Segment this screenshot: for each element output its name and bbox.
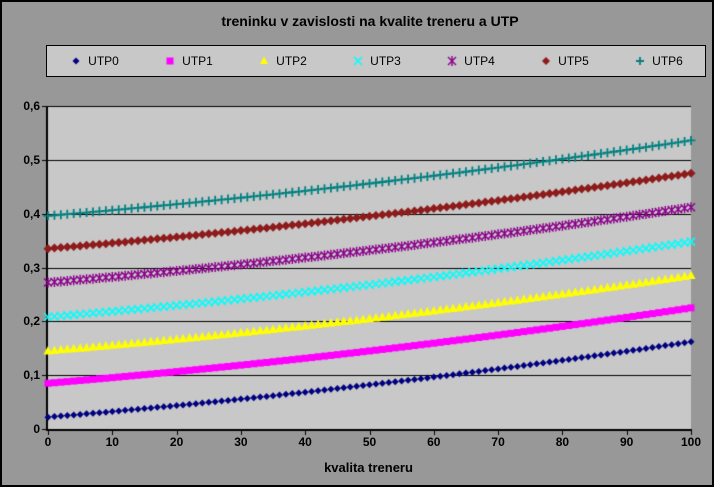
chart-title: treninku v zavislosti na kvalite treneru… (221, 13, 519, 29)
legend-label: UTP5 (558, 54, 589, 68)
x-tick-label: 80 (555, 435, 570, 449)
x-tick-label: 40 (298, 435, 312, 449)
legend-label: UTP0 (88, 54, 119, 68)
y-tick-label: 0,5 (23, 152, 40, 167)
x-tick-label: 100 (680, 435, 702, 449)
legend-label: UTP6 (652, 54, 683, 68)
legend-marker-triangle-icon (257, 55, 272, 67)
legend-item-utp4: UTP4 (423, 46, 517, 76)
legend: UTP0 UTP1 UTP2 UTP3 UTP4 UTP5 UTP6 (46, 45, 706, 77)
legend-marker-square-icon (163, 55, 178, 67)
legend-label: UTP1 (182, 54, 213, 68)
y-tick-label: 0,6 (23, 99, 40, 113)
y-tick-label: 0,4 (23, 206, 40, 221)
x-tick-label: 20 (169, 435, 184, 449)
x-tick-label: 70 (491, 435, 505, 449)
legend-marker-plus-icon (633, 55, 648, 67)
x-tick-label: 90 (620, 435, 634, 449)
x-tick-label: 30 (234, 435, 248, 449)
legend-item-utp5: UTP5 (517, 46, 611, 76)
legend-marker-x-icon (351, 55, 366, 67)
legend-marker-diamond-icon (69, 55, 84, 67)
legend-label: UTP3 (370, 54, 401, 68)
x-tick-label: 0 (44, 435, 52, 449)
y-tick-label: 0,1 (23, 368, 40, 383)
y-tick-label: 0,3 (23, 260, 40, 275)
legend-item-utp1: UTP1 (141, 46, 235, 76)
y-tick-label: 0 (33, 422, 40, 436)
legend-item-utp6: UTP6 (611, 46, 705, 76)
y-tick-label: 0,2 (23, 314, 40, 329)
x-tick-label: 60 (427, 435, 441, 449)
legend-marker-star-icon (445, 55, 460, 67)
legend-item-utp2: UTP2 (235, 46, 329, 76)
legend-marker-diamond-icon (539, 55, 554, 67)
legend-item-utp0: UTP0 (47, 46, 141, 76)
legend-label: UTP4 (464, 54, 495, 68)
x-tick-label: 10 (105, 435, 119, 449)
x-tick-label: 50 (362, 435, 377, 449)
legend-label: UTP2 (276, 54, 307, 68)
x-axis-title: kvalita treneru (324, 460, 413, 475)
legend-item-utp3: UTP3 (329, 46, 423, 76)
